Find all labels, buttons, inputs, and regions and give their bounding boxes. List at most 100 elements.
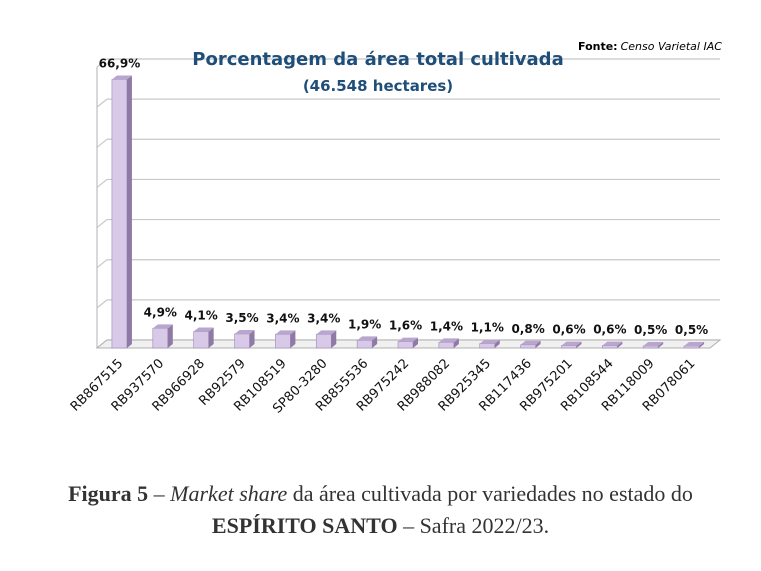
bar-front <box>642 345 659 349</box>
data-label: 4,9% <box>144 305 177 319</box>
bar-top <box>520 340 541 345</box>
data-label: 1,1% <box>471 321 504 335</box>
bar-side <box>167 324 173 348</box>
bar-top <box>111 75 132 80</box>
bar-side <box>453 338 459 348</box>
bar-front <box>683 345 700 349</box>
bar <box>111 75 132 349</box>
bar <box>642 341 664 349</box>
bar-top <box>234 329 255 334</box>
bar-top <box>602 341 623 346</box>
data-label: 3,4% <box>307 311 340 325</box>
bar-side <box>494 339 500 348</box>
bar-front <box>479 343 496 349</box>
data-label: 3,4% <box>266 311 299 325</box>
caption-figure-label: Figura 5 <box>68 481 149 506</box>
chart-subtitle: (46.548 hectares) <box>303 77 453 95</box>
bar-front <box>356 340 373 349</box>
bar <box>479 339 500 349</box>
bar-front <box>152 328 169 349</box>
bar-side <box>126 75 132 349</box>
bar-top <box>152 324 173 329</box>
bar <box>520 340 541 349</box>
bar-side <box>249 329 255 348</box>
data-label: 0,5% <box>675 323 708 337</box>
grid-layer <box>95 58 722 349</box>
data-label: 3,5% <box>225 311 258 325</box>
labels-layer: 66,9% 4,9% 4,1% 3,5% 3,4% 3,4% 1,9% 1,6% 1,4% 1,1… <box>99 56 709 337</box>
gridline-depth <box>96 178 108 188</box>
bar-side <box>290 330 296 348</box>
bar-side <box>413 337 418 348</box>
data-label: 1,9% <box>348 317 381 331</box>
bar <box>602 341 623 349</box>
bar <box>275 330 296 349</box>
bar <box>356 336 378 349</box>
bar-front <box>234 333 250 349</box>
source-text: Censo Varietal IAC <box>621 40 723 53</box>
bar-top <box>479 339 500 344</box>
gridline-depth <box>96 219 108 229</box>
source-note: Fonte: Censo Varietal IAC <box>578 40 722 53</box>
bar <box>152 324 173 349</box>
data-label: 0,6% <box>593 323 626 337</box>
bar-top <box>561 341 582 346</box>
bar <box>438 338 459 349</box>
data-label: 66,9% <box>99 56 141 70</box>
source-label: Fonte: <box>578 40 618 53</box>
bar-front <box>193 331 209 349</box>
bar-front <box>397 341 414 349</box>
bar-side <box>208 327 214 348</box>
data-label: 0,6% <box>552 323 585 337</box>
bar <box>397 337 418 349</box>
bar-side <box>372 336 378 348</box>
bar-front <box>275 334 291 349</box>
gridline-depth <box>96 138 108 148</box>
bar-side <box>617 341 623 348</box>
caption-state: ESPÍRITO SANTO <box>211 513 398 538</box>
bars-layer <box>111 75 705 349</box>
bar-side <box>699 341 705 348</box>
data-label: 0,8% <box>511 322 544 336</box>
gridline-depth <box>96 299 108 309</box>
gridline-depth <box>96 259 108 269</box>
bar-top <box>643 341 664 346</box>
bar-top <box>193 327 214 332</box>
caption-rest-1: da área cultivada por variedades no esta… <box>287 481 693 506</box>
bar-front <box>111 79 128 349</box>
data-label: 1,4% <box>430 319 463 333</box>
bar-front <box>561 345 577 349</box>
bar-top <box>357 336 378 341</box>
gridline-depth <box>96 98 108 108</box>
figure-caption: Figura 5 – Market share da área cultivad… <box>0 478 761 542</box>
caption-italic: Market share <box>170 481 288 506</box>
bar <box>683 341 705 349</box>
bar-front <box>315 334 332 349</box>
bar-side <box>658 341 664 348</box>
bar-top <box>275 330 296 335</box>
bar <box>193 327 214 349</box>
bar <box>315 330 337 349</box>
chart-title: Porcentagem da área total cultivada <box>192 49 563 70</box>
bar-side <box>576 341 582 348</box>
chart-area: 66,9% 4,9% 4,1% 3,5% 3,4% 3,4% 1,9% 1,6% 1,4% 1,1… <box>68 40 722 417</box>
bar-side <box>331 330 337 348</box>
caption-rest-2: – Safra 2022/23. <box>397 513 550 538</box>
bar-top <box>684 341 705 346</box>
bar-front <box>520 344 536 349</box>
gridline-depth <box>96 58 108 68</box>
bar <box>234 329 255 349</box>
bar-top <box>316 330 337 335</box>
bar-front <box>438 342 455 349</box>
bar <box>561 341 582 349</box>
caption-dash: – <box>148 481 171 506</box>
bar-front <box>602 345 618 349</box>
caption-line-2: ESPÍRITO SANTO – Safra 2022/23. <box>0 510 761 542</box>
bar-top <box>438 338 459 343</box>
bar-top <box>398 337 418 342</box>
data-label: 4,1% <box>185 309 218 323</box>
ticks-layer: RB867515RB937570RB966928RB92579RB108519S… <box>68 356 699 416</box>
data-label: 1,6% <box>389 319 422 333</box>
caption-line-1: Figura 5 – Market share da área cultivad… <box>0 478 761 510</box>
bar-side <box>535 340 541 348</box>
